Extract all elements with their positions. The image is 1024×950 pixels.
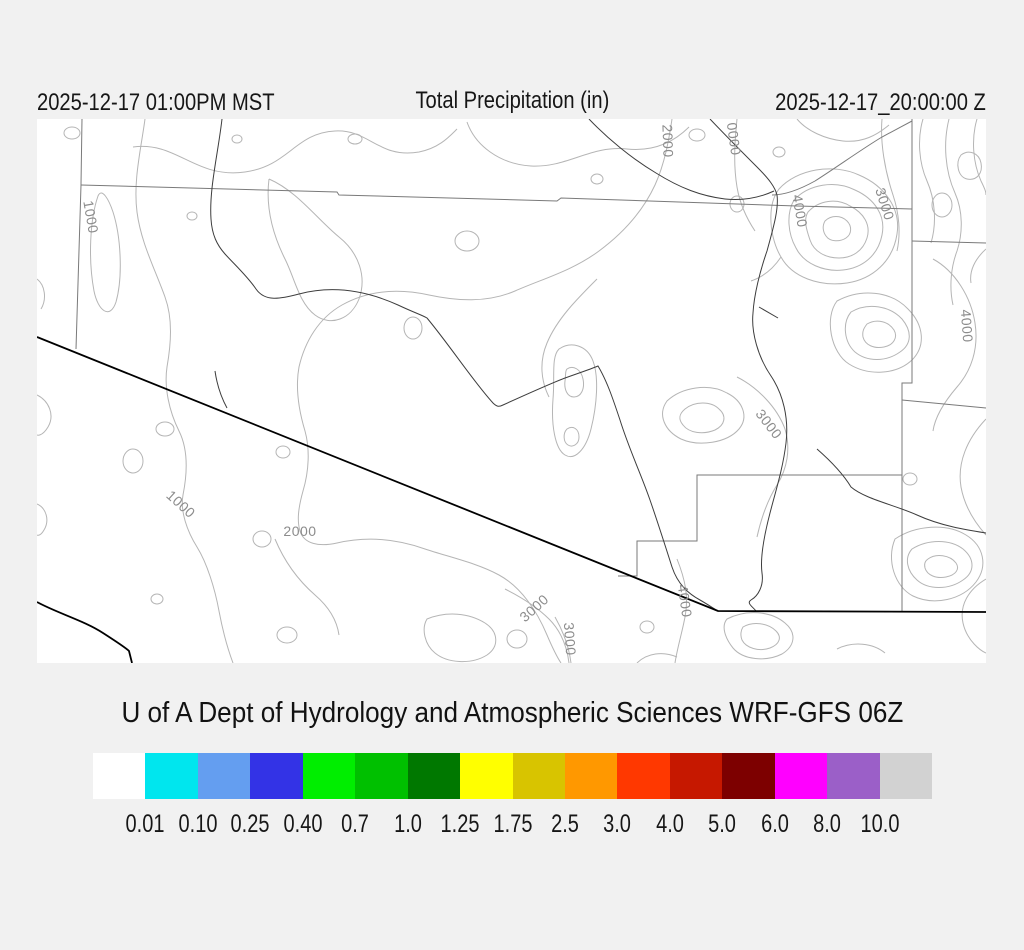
contour-label: 1000 <box>80 199 102 235</box>
colorbar-swatch <box>669 753 723 799</box>
colorbar-swatch <box>407 753 461 799</box>
river-lines <box>210 119 986 612</box>
contour-label: 2000 <box>659 124 677 158</box>
colorbar-swatch <box>197 753 251 799</box>
colorbar-swatch <box>617 753 670 799</box>
colorbar-threshold-label: 1.75 <box>493 810 532 838</box>
colorbar-threshold-label: 0.40 <box>283 810 323 838</box>
colorbar-threshold-label: 4.0 <box>655 810 684 838</box>
valid-time-utc-text: 2025-12-17_20:00:00 Z <box>775 89 986 116</box>
county-boundaries <box>75 119 986 612</box>
colorbar-swatch <box>774 753 828 799</box>
colorbar-bin: 8.0 <box>774 753 841 837</box>
contour-label-layer: 1000 1000 2000 2000 0000 4000 3000 4000 3000 4000… <box>37 119 986 663</box>
contour-label: 4000 <box>674 583 696 619</box>
coastline <box>37 601 133 663</box>
colorbar-threshold-label: 6.0 <box>760 810 789 838</box>
colorbar-bin: 0.7 <box>302 753 369 837</box>
contour-label: 3000 <box>560 621 580 657</box>
valid-time-utc: 2025-12-17_20:00:00 Z <box>735 89 986 116</box>
colorbar-bin: 4.0 <box>617 753 684 837</box>
colorbar-bin: 0.01 <box>93 753 165 837</box>
colorbar-swatch <box>827 753 880 799</box>
colorbar-bin: 1.25 <box>407 753 480 837</box>
colorbar-bin: 5.0 <box>669 753 736 837</box>
colorbar-swatch <box>355 753 408 799</box>
colorbar-threshold-label: 1.0 <box>393 810 422 838</box>
contour-label: 3000 <box>516 590 552 626</box>
international-border <box>37 336 986 613</box>
colorbar-bin: 6.0 <box>722 753 789 837</box>
colorbar-swatch <box>564 753 618 799</box>
colorbar-swatch <box>879 753 932 799</box>
contour-label: 3000 <box>872 185 898 223</box>
colorbar-swatch <box>460 753 513 799</box>
colorbar-swatch <box>250 753 303 799</box>
precipitation-colorbar: 0.01 0.10 0.25 0.40 0.7 1.0 1.25 <box>93 753 932 837</box>
colorbar-swatch <box>145 753 198 799</box>
colorbar-threshold-label: 1.25 <box>440 810 480 838</box>
model-caption: U of A Dept of Hydrology and Atmospheric… <box>0 697 1024 730</box>
colorbar-bin: 1.75 <box>460 753 532 837</box>
colorbar-threshold-label: 0.01 <box>125 810 165 838</box>
contour-label: 3000 <box>752 406 786 442</box>
colorbar-threshold-label: 5.0 <box>708 810 737 838</box>
colorbar-swatch <box>512 753 565 799</box>
contour-label: 0000 <box>723 121 745 157</box>
colorbar-threshold-label: 10.0 <box>860 810 900 838</box>
colorbar-bin: 0.10 <box>145 753 217 837</box>
colorbar-bin: 2.5 <box>512 753 579 837</box>
colorbar-swatch <box>722 753 775 799</box>
colorbar-bin: 0.40 <box>250 753 322 837</box>
contour-label: 4000 <box>789 193 811 229</box>
colorbar-threshold-label: 8.0 <box>813 810 842 838</box>
colorbar-swatch <box>93 753 146 799</box>
colorbar-threshold-label: 0.7 <box>341 810 370 838</box>
plot-title-text: Total Precipitation (in) <box>415 87 609 114</box>
valid-time-local-text: 2025-12-17 01:00PM MST <box>37 89 275 116</box>
contour-label: 1000 <box>163 486 199 522</box>
map-canvas <box>37 119 986 663</box>
valid-time-local: 2025-12-17 01:00PM MST <box>37 89 320 116</box>
colorbar-swatch <box>302 753 356 799</box>
contour-label: 2000 <box>283 523 317 539</box>
colorbar-threshold-label: 0.10 <box>178 810 218 838</box>
colorbar-bin <box>879 753 932 799</box>
elevation-contours <box>37 119 986 663</box>
colorbar-threshold-label: 3.0 <box>603 810 632 838</box>
precipitation-map: 1000 1000 2000 2000 0000 4000 3000 4000 3000 4000… <box>37 119 986 663</box>
colorbar-bin: 1.0 <box>355 753 422 837</box>
colorbar-threshold-label: 0.25 <box>230 810 270 838</box>
contour-label: 4000 <box>957 308 977 344</box>
colorbar-threshold-label: 2.5 <box>551 810 579 838</box>
model-caption-text: U of A Dept of Hydrology and Atmospheric… <box>121 697 903 729</box>
colorbar-bin: 3.0 <box>564 753 631 837</box>
plot-title: Total Precipitation (in) <box>0 87 1024 114</box>
colorbar-bin: 0.25 <box>197 753 270 837</box>
colorbar-bin: 10.0 <box>827 753 899 837</box>
